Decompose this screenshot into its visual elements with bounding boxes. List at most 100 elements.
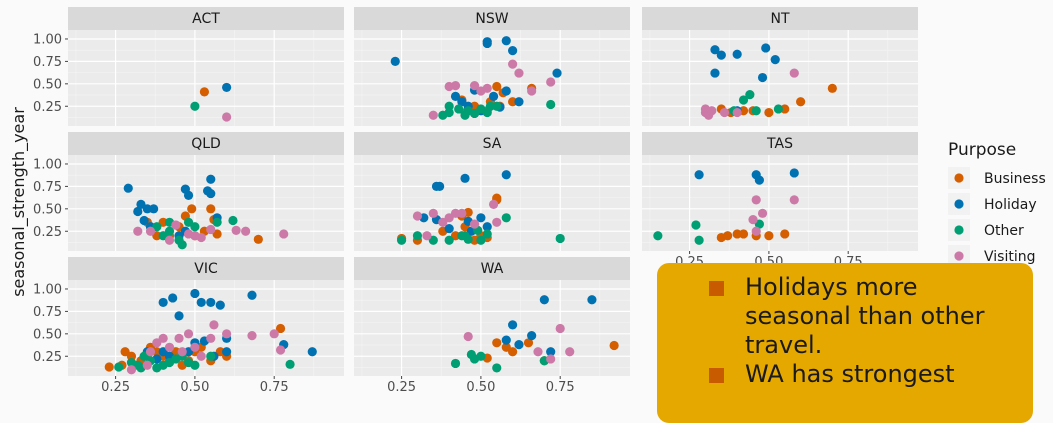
data-point [555,323,565,334]
data-point [789,195,799,205]
data-point [527,86,537,96]
data-point [444,81,454,92]
facet-strip [68,257,344,280]
data-point [222,112,232,122]
data-point [748,214,758,225]
data-point [133,206,143,217]
data-point [482,222,492,232]
data-point [149,204,159,214]
data-point [457,231,467,241]
data-point [738,229,749,239]
panel-background [68,280,344,376]
data-point [444,235,454,245]
data-point [555,233,565,244]
facet-strip [642,7,918,30]
data-point [231,225,241,235]
data-point [269,329,279,339]
data-point [710,68,720,78]
data-point [514,97,524,107]
data-point [723,231,733,241]
annotation-bullet: Holidays more seasonal than other travel… [709,273,1013,360]
facet-label: NT [770,11,789,27]
y-tick-label: 0.50 [33,202,62,217]
data-point [142,360,152,370]
data-point [508,97,518,107]
data-point [206,224,216,235]
data-point [716,50,726,60]
data-point [501,86,511,96]
faceted-scatter-chart: ACT 0.25 0.50 0.75 1.00 NSW NT QLD 0.25 0.50 0.75 1… [9,7,1046,395]
data-point [764,107,774,118]
data-point [789,168,799,178]
data-point [738,95,749,105]
data-point [174,333,184,343]
facet-label: QLD [191,136,221,152]
panel-background [354,280,630,376]
data-point [212,217,222,227]
data-point [546,77,556,87]
data-point [694,170,704,180]
data-point [139,215,149,226]
annotation-box: Holidays more seasonal than other travel… [657,263,1033,423]
y-tick-label: 1.00 [33,157,62,172]
data-point [732,229,742,239]
data-point [700,107,711,118]
data-point [460,173,470,183]
data-point [177,347,187,357]
data-point [307,347,317,357]
data-point [757,208,768,218]
data-point [145,226,156,236]
data-point [190,101,200,111]
legend-title: Purpose [948,140,1016,160]
data-point [691,220,701,230]
data-point [789,68,799,78]
data-point [275,345,286,355]
panel-background [68,30,344,126]
data-point [533,347,543,357]
data-point [183,329,194,339]
data-point [390,56,400,67]
data-point [196,297,206,308]
data-point [215,300,225,310]
legend-label: Holiday [984,197,1037,213]
legend-swatch [954,199,964,209]
data-point [488,91,499,101]
data-point [142,204,152,214]
data-point [206,174,216,184]
data-point [751,106,761,116]
data-point [482,83,492,93]
data-point [463,331,473,342]
data-point [482,229,492,239]
legend-label: Visiting [984,249,1035,265]
data-point [492,338,502,348]
data-point [183,229,194,239]
data-point [710,45,720,55]
data-point [114,362,124,372]
panel-background [68,155,344,251]
data-point [485,101,496,111]
data-point [587,295,597,305]
data-point [168,293,178,303]
data-point [206,188,216,199]
data-point [773,104,784,114]
facet-strip [354,7,630,30]
legend-label: Other [984,223,1024,239]
data-point [444,101,454,111]
legend-swatch [954,225,964,235]
y-tick-label: 0.75 [33,180,62,195]
y-tick-label: 0.25 [33,225,62,240]
panel-background [354,30,630,126]
data-point [501,170,511,180]
data-point [171,220,181,230]
data-point [492,101,502,111]
data-point [247,331,257,341]
x-tick-label: 0.25 [101,380,130,395]
y-axis-label: seasonal_strength_year [9,107,29,297]
data-point [435,181,445,192]
y-tick-label: 0.50 [33,77,62,92]
data-point [206,297,216,308]
data-point [206,351,216,361]
data-point [501,213,511,223]
data-point [396,235,407,245]
data-point [488,199,499,209]
